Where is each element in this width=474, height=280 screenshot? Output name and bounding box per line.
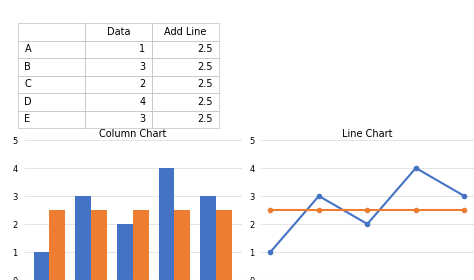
Bar xyxy=(75,196,91,280)
Bar xyxy=(216,210,232,280)
Bar xyxy=(34,252,49,280)
Bar xyxy=(200,196,216,280)
Bar xyxy=(49,210,65,280)
Bar xyxy=(174,210,190,280)
Title: Line Chart: Line Chart xyxy=(342,129,392,139)
Title: Column Chart: Column Chart xyxy=(99,129,166,139)
Bar xyxy=(117,224,133,280)
Bar xyxy=(133,210,148,280)
Bar xyxy=(91,210,107,280)
Bar xyxy=(158,168,174,280)
